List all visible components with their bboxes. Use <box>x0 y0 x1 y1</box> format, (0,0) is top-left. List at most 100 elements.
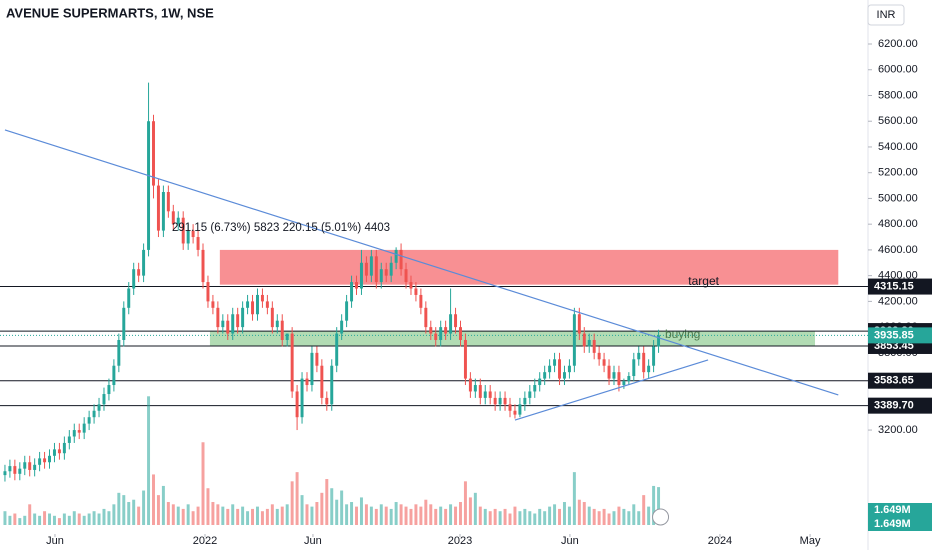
candle-body <box>468 378 472 392</box>
volume-bar <box>533 513 537 525</box>
y-tick-label: 5600.00 <box>878 115 918 127</box>
candle-body <box>652 346 656 366</box>
volume-label: 1.649M <box>874 518 911 530</box>
candle-body <box>305 378 309 386</box>
candle-body <box>320 365 324 398</box>
currency-button[interactable] <box>867 4 905 26</box>
volume-bar <box>488 511 492 525</box>
candle-body <box>518 404 522 415</box>
candle-body <box>201 249 205 283</box>
measure-text: 291.15 (6.73%) 5823 220.15 (5.01%) 4403 <box>172 222 390 234</box>
volume-bar <box>191 511 195 525</box>
volume-bar <box>221 506 225 525</box>
volume-bar <box>632 504 636 525</box>
candle-body <box>107 385 111 395</box>
volume-bar <box>558 508 562 525</box>
volume-bar <box>107 511 111 525</box>
volume-bar <box>602 508 606 525</box>
volume-bar <box>394 502 398 525</box>
volume-bar <box>310 506 314 525</box>
x-tick-label: Jun <box>46 535 64 547</box>
candle-body <box>493 397 497 405</box>
candle-body <box>92 410 96 418</box>
volume-bar <box>246 511 250 525</box>
candle-body <box>62 442 66 454</box>
candle-body <box>152 121 155 186</box>
volume-bar <box>67 515 71 525</box>
volume-bar <box>255 506 259 525</box>
candle-layer <box>3 82 661 482</box>
volume-bar <box>429 504 433 525</box>
candle-body <box>38 458 42 465</box>
candle-body <box>117 339 121 366</box>
volume-bar <box>355 506 358 525</box>
candle-body <box>473 385 477 392</box>
volume-bar <box>97 513 101 525</box>
candle-body <box>221 320 225 328</box>
volume-bar <box>577 499 581 525</box>
volume-bar <box>23 515 27 525</box>
x-tick-label: 2022 <box>193 535 217 547</box>
candle-body <box>642 352 646 373</box>
candle-body <box>374 256 378 283</box>
candle-body <box>270 307 274 328</box>
candle-body <box>48 455 52 463</box>
level-label: 3389.70 <box>874 400 914 412</box>
candle-body <box>567 365 571 373</box>
candle-body <box>275 320 279 328</box>
volume-bar <box>637 511 641 525</box>
y-tick-label: 4600.00 <box>878 244 918 256</box>
volume-bar <box>582 502 586 525</box>
event-icon <box>652 508 670 526</box>
volume-bar <box>587 506 591 525</box>
volume-bar <box>28 504 32 525</box>
candle-body <box>503 397 507 405</box>
volume-bar <box>592 508 596 525</box>
candle-body <box>300 378 304 418</box>
volume-bar <box>523 508 527 525</box>
candle-body <box>454 314 458 328</box>
volume-bar <box>627 511 631 525</box>
volume-bar <box>404 506 408 525</box>
volume-bar <box>325 479 329 525</box>
candle-body <box>553 359 557 366</box>
volume-bar <box>142 490 146 525</box>
candle-body <box>231 314 235 334</box>
volume-bar <box>127 502 131 525</box>
candle-body <box>449 314 453 334</box>
candle-body <box>523 397 527 405</box>
volume-bar <box>369 506 373 525</box>
x-tick-label: Jun <box>561 535 579 547</box>
candle-body <box>176 217 180 225</box>
volume-bar <box>33 513 37 525</box>
candle-body <box>251 301 255 315</box>
volume-bar <box>270 504 274 525</box>
x-tick-label: 2023 <box>448 535 472 547</box>
candle-body <box>478 385 482 398</box>
candle-body <box>355 282 358 289</box>
volume-bar <box>449 504 453 525</box>
volume-bar <box>305 504 309 525</box>
candle-body <box>409 282 413 289</box>
currency[interactable]: INR <box>877 9 896 21</box>
last-price-box <box>868 327 932 344</box>
y-tick-label: 5200.00 <box>878 167 918 179</box>
volume-bar <box>652 485 656 525</box>
volume-bar <box>48 513 52 525</box>
volume-bar <box>444 508 448 525</box>
candle-body <box>3 471 7 476</box>
candle-body <box>419 294 423 308</box>
candle-body <box>181 217 185 244</box>
level-label-box <box>868 372 932 389</box>
volume-bar <box>241 506 245 525</box>
candle-body <box>161 191 165 231</box>
y-tick-label: 6000.00 <box>878 64 918 76</box>
trend-line <box>4 129 839 396</box>
volume-bar <box>82 515 86 525</box>
volume-bar <box>572 472 576 525</box>
chart-title: AVENUE SUPERMARTS, 1W, NSE <box>6 5 214 20</box>
volume-bar <box>171 504 175 525</box>
volume-bar <box>161 485 165 525</box>
candle-body <box>52 449 56 456</box>
candle-body <box>122 307 126 340</box>
